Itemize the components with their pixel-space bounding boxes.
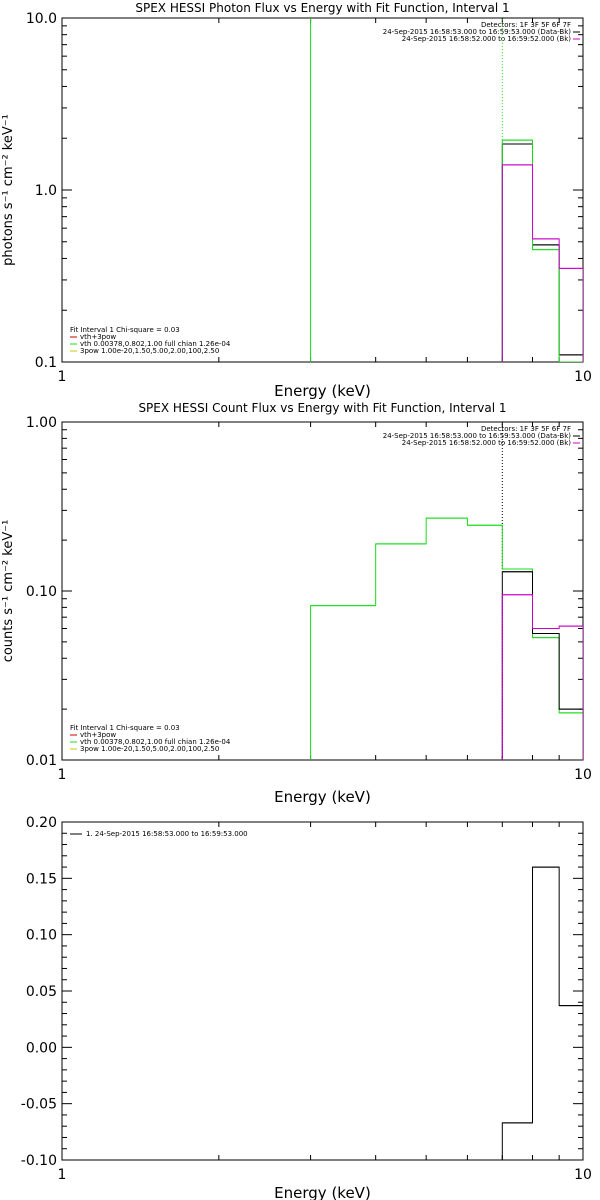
x-tick-label: 1 (58, 767, 67, 783)
legend-entry: Fit Interval 1 Chi-square = 0.03 (70, 326, 180, 334)
series-black-step (501, 866, 583, 1160)
x-tick-label: 10 (574, 767, 592, 783)
legend-entry: Fit Interval 1 Chi-square = 0.03 (70, 724, 180, 732)
legend-entry: vth 0.00378,0.802,1.00 full chian 1.26e-… (80, 340, 231, 348)
x-tick-label: 1 (58, 1167, 67, 1183)
chart-title: SPEX HESSI Count Flux vs Energy with Fit… (138, 401, 506, 415)
y-tick-label: 1.00 (26, 415, 57, 431)
legend-entry: 3pow 1.00e-20,1.50,5.00,2.00,100,2.50 (80, 347, 219, 355)
y-tick-label: -0.10 (21, 1153, 57, 1169)
y-axis-label: counts s⁻¹ cm⁻² keV⁻¹ (1, 520, 16, 663)
y-tick-label: 0.05 (26, 984, 57, 1000)
series-group (310, 18, 583, 362)
legend-entry: vth+3pow (80, 731, 116, 739)
legend-entry: vth+3pow (80, 333, 116, 341)
series-magenta-step (501, 594, 583, 760)
series-magenta-step (501, 164, 583, 362)
plot-frame (61, 421, 584, 761)
y-tick-label: 1.0 (35, 183, 57, 199)
x-tick-label: 10 (574, 369, 592, 385)
series-group (310, 422, 583, 760)
legend-entry: 1. 24-Sep-2015 16:58:53.000 to 16:59:53.… (86, 830, 248, 838)
chart-panel-2: 1 10 0.01 0.10 1.00 SPEX HESSI Count Flux vs … (1, 401, 592, 806)
y-tick-label: -0.05 (21, 1097, 57, 1113)
y-tick-label: 0.1 (35, 355, 57, 371)
plot-frame (61, 821, 584, 1161)
legend-entry: vth 0.00378,0.802,1.00 full chian 1.26e-… (80, 738, 231, 746)
chart-title: SPEX HESSI Photon Flux vs Energy with Fi… (135, 1, 509, 15)
y-tick-label: 10.0 (26, 11, 57, 27)
y-tick-label: 0.10 (26, 584, 57, 600)
header-text-line: 24-Sep-2015 16:58:52.000 to 16:59:52.000… (402, 35, 572, 43)
header-text-line: 24-Sep-2015 16:58:53.000 to 16:59:53.000… (383, 432, 572, 440)
y-tick-label: 0.00 (26, 1040, 57, 1056)
x-axis-label: Energy (keV) (274, 1184, 371, 1200)
header-text-line: 24-Sep-2015 16:58:53.000 to 16:59:53.000… (383, 28, 572, 36)
plot-frame (61, 17, 584, 363)
legend-entry: 3pow 1.00e-20,1.50,5.00,2.00,100,2.50 (80, 745, 219, 753)
x-axis-label: Energy (keV) (274, 382, 371, 400)
header-text-line: Detectors: 1F 3F 5F 6F 7F (481, 21, 571, 29)
x-tick-label: 10 (574, 1167, 592, 1183)
x-axis-label: Energy (keV) (274, 788, 371, 806)
series-green-step (501, 139, 583, 362)
series-green-step (310, 517, 583, 760)
chart-panel-3: 1 10 -0.10 -0.05 0.00 0.05 0.10 0.15 0.20 Energy … (21, 815, 592, 1200)
y-tick-label: 0.10 (26, 928, 57, 944)
series-black-step (501, 571, 583, 760)
chart-panel-1: 1 10 0.1 1.0 10.0 SPEX HESSI Photon Flux vs E… (1, 1, 592, 400)
header-text-line: 24-Sep-2015 16:58:52.000 to 16:59:52.000… (402, 439, 572, 447)
y-tick-label: 0.15 (26, 871, 57, 887)
y-axis-label: photons s⁻¹ cm⁻² keV⁻¹ (1, 114, 16, 266)
series-black-step (501, 143, 583, 362)
y-tick-label: 0.20 (26, 815, 57, 831)
header-text-line: Detectors: 1F 3F 5F 6F 7F (481, 425, 571, 433)
series-group (501, 866, 583, 1160)
x-tick-label: 1 (58, 369, 67, 385)
y-tick-label: 0.01 (26, 753, 57, 769)
